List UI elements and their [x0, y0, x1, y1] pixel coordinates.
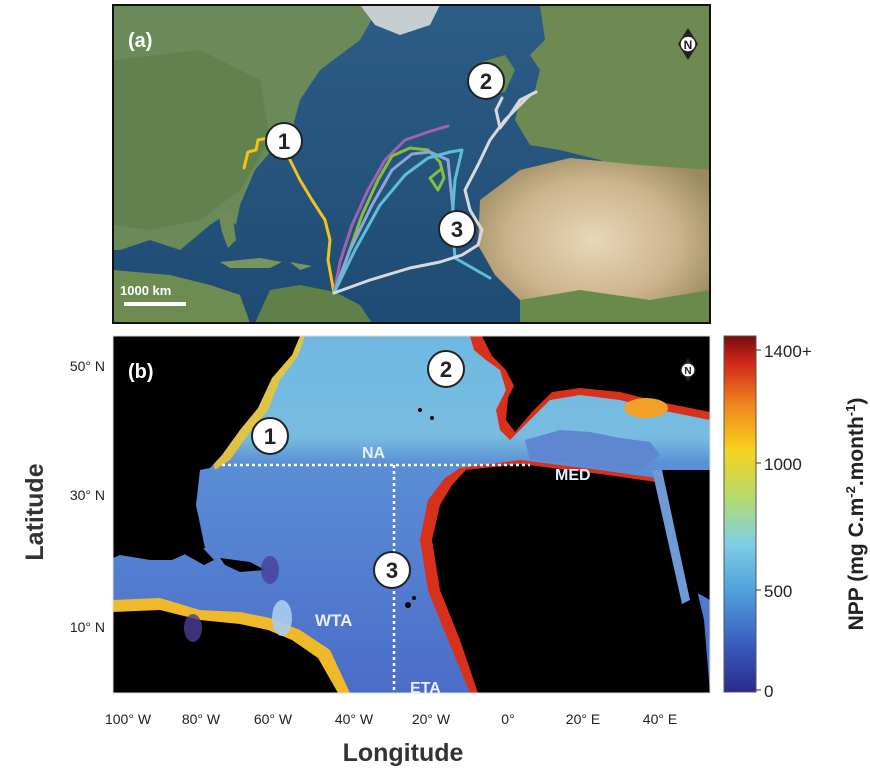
marker-2-a: 2: [467, 62, 505, 100]
south-america-land-b-dark: [113, 610, 338, 693]
caribbean-islands: [220, 258, 312, 270]
track-purple: [332, 124, 450, 295]
north-arrow-letter: N: [684, 366, 691, 377]
island-dot: [430, 416, 434, 420]
x-axis-title: Longitude: [343, 739, 464, 767]
panel-a-label: (a): [128, 30, 152, 52]
region-label-na: NA: [362, 445, 386, 462]
svg-text:2: 2: [440, 357, 452, 382]
panel-b-frame: [112, 335, 711, 694]
x-tick-20w: 20° W: [412, 711, 451, 727]
svg-text:1: 1: [264, 424, 276, 449]
colorbar-tick-1000: 1000: [764, 455, 802, 474]
north-arrow-letter: N: [684, 38, 693, 52]
x-tick-40e: 40° E: [643, 711, 677, 727]
x-tick-100w: 100° W: [105, 711, 152, 727]
south-america-land: [255, 285, 372, 323]
island-dot: [418, 408, 422, 412]
florida-land: [218, 212, 236, 248]
marker-3-a: 3: [438, 210, 476, 248]
colorbar-tick-1400: 1400+: [764, 342, 812, 361]
plume-spot: [261, 556, 279, 584]
north-arrow-icon: N: [678, 28, 698, 60]
x-tick-0: 0°: [501, 711, 514, 727]
marker-1-b: 1: [251, 417, 289, 455]
cruise-tracks: [242, 90, 538, 295]
africa-sahara: [478, 158, 710, 323]
region-label-wta: WTA: [315, 611, 352, 630]
npp-colorbar: 1400+ 1000 500 0: [723, 335, 812, 701]
red-sea: [652, 470, 690, 604]
scale-bar-line: [124, 302, 186, 306]
marker-2-b: 2: [427, 350, 465, 388]
plume-spot: [272, 600, 292, 636]
island-dot: [412, 596, 416, 600]
island-dot: [405, 602, 411, 608]
caribbean-islands-b: [178, 540, 265, 572]
region-label-eta: ETA: [410, 680, 441, 697]
central-america-land: [113, 270, 250, 323]
plume-spot: [184, 614, 202, 642]
marker-1-a: 1: [265, 122, 303, 160]
svg-text:2: 2: [480, 69, 492, 94]
greenland-land: [360, 5, 440, 35]
panel-a-frame: [112, 4, 711, 324]
x-tick-60w: 60° W: [254, 711, 293, 727]
region-label-med: MED: [555, 467, 591, 484]
x-tick-20e: 20° E: [566, 711, 600, 727]
svg-text:3: 3: [451, 217, 463, 242]
africa-green-south: [520, 290, 710, 323]
track-1-yellow: [242, 136, 336, 295]
colorbar-title: NPP (mg C.m-2.month-1): [843, 398, 868, 631]
svg-text:3: 3: [386, 558, 398, 583]
mediterranean-sea: [525, 430, 660, 470]
north-america-green: [113, 50, 270, 230]
europe-land: [515, 5, 710, 190]
north-america-land-b: [113, 336, 300, 560]
track-2-white: [332, 90, 538, 295]
x-tick-40w: 40° W: [335, 711, 374, 727]
y-tick-50n: 50° N: [70, 358, 105, 374]
y-axis-title: Latitude: [21, 463, 49, 560]
colorbar-tick-0: 0: [764, 682, 773, 701]
colorbar-tick-500: 500: [764, 582, 792, 601]
colorbar-gradient: [723, 335, 757, 693]
scale-bar-label: 1000 km: [120, 283, 171, 298]
panel-a-satellite-map: [113, 5, 710, 323]
track-green: [332, 146, 446, 295]
africa-land-b: [432, 464, 710, 693]
north-arrow-icon: N: [680, 358, 696, 382]
marker-3-b: 3: [373, 551, 411, 589]
scale-bar: 1000 km: [120, 283, 186, 306]
black-sea-glow: [624, 398, 668, 418]
svg-text:1: 1: [278, 129, 290, 154]
y-tick-10n: 10° N: [70, 619, 105, 635]
europe-land-b-dark: [482, 336, 710, 432]
x-tick-80w: 80° W: [182, 711, 221, 727]
track-lavender: [332, 150, 457, 295]
arabia-land-b: [660, 470, 710, 600]
panel-b-label: (b): [128, 361, 154, 383]
y-tick-30n: 30° N: [70, 487, 105, 503]
panel-b-npp-map: [113, 336, 710, 693]
